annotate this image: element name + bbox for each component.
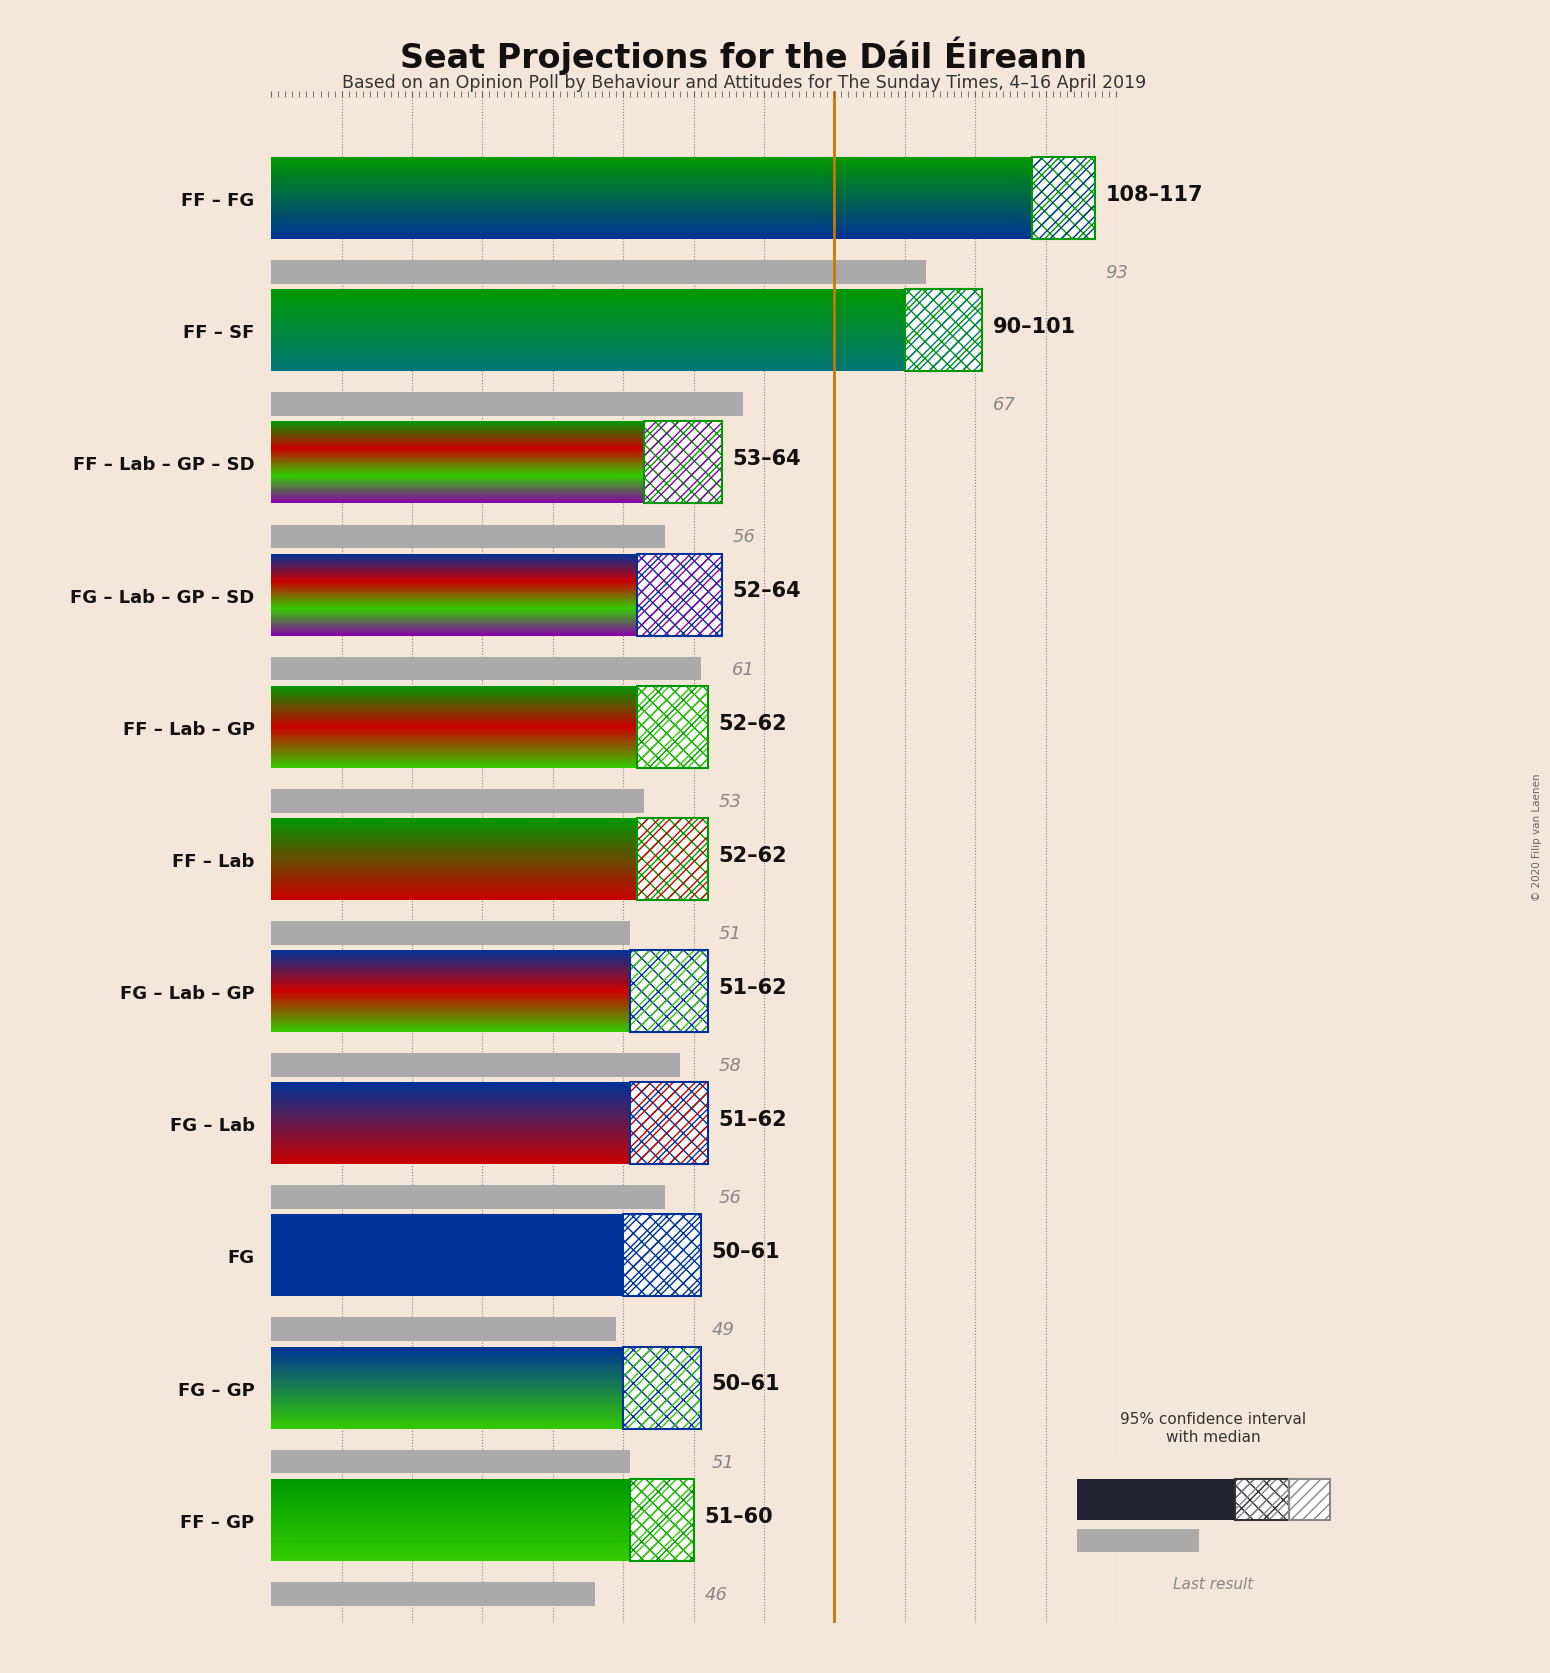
Text: Based on an Opinion Poll by Behaviour and Attitudes for The Sunday Times, 4–16 A: Based on an Opinion Poll by Behaviour an… [343, 74, 1145, 92]
Bar [905, 289, 983, 371]
Bar [645, 422, 722, 504]
Bar [271, 1186, 665, 1210]
Bar [1032, 157, 1094, 239]
Bar [637, 554, 722, 636]
Bar [645, 422, 722, 504]
Text: 52–62: 52–62 [718, 845, 787, 865]
Bar [637, 686, 708, 768]
Bar [631, 1082, 708, 1164]
Bar [637, 818, 708, 900]
Bar [631, 1479, 694, 1561]
Bar [905, 289, 983, 371]
Bar [645, 422, 722, 504]
Bar [637, 818, 708, 900]
Bar [637, 554, 722, 636]
Bar [1288, 1479, 1330, 1521]
Bar [637, 554, 722, 636]
Bar [637, 818, 708, 900]
Text: 108–117: 108–117 [1105, 186, 1203, 204]
Bar [271, 657, 701, 681]
Bar [1288, 1479, 1330, 1521]
Bar [623, 1347, 701, 1429]
Bar [905, 289, 983, 371]
Text: 50–61: 50–61 [711, 1241, 780, 1261]
Bar [631, 950, 708, 1032]
Bar [271, 922, 631, 945]
Bar [637, 554, 722, 636]
Text: 53: 53 [718, 793, 741, 810]
Bar [1234, 1479, 1288, 1521]
Text: 95% confidence interval
with median: 95% confidence interval with median [1119, 1412, 1307, 1444]
Text: 51: 51 [711, 1452, 735, 1471]
Bar [271, 1318, 617, 1342]
Bar [631, 1082, 708, 1164]
Bar [623, 1215, 701, 1297]
Bar [631, 950, 708, 1032]
Text: 52–64: 52–64 [732, 581, 801, 601]
Bar [1032, 157, 1094, 239]
Bar [623, 1347, 701, 1429]
Text: 56: 56 [732, 529, 755, 545]
Bar [623, 1215, 701, 1297]
Bar [645, 422, 722, 504]
Bar [271, 393, 742, 417]
Bar [631, 950, 708, 1032]
Text: 67: 67 [994, 397, 1015, 413]
Bar [1032, 157, 1094, 239]
Bar [631, 950, 708, 1032]
Bar [631, 1479, 694, 1561]
Bar [905, 289, 983, 371]
Bar [271, 525, 665, 549]
Text: 51–62: 51–62 [718, 1109, 787, 1129]
Text: © 2020 Filip van Laenen: © 2020 Filip van Laenen [1533, 773, 1542, 900]
Bar [1234, 1479, 1288, 1521]
Bar [271, 1450, 631, 1474]
Bar [637, 818, 708, 900]
Text: 56: 56 [718, 1188, 741, 1206]
Bar [271, 1054, 679, 1077]
Text: Seat Projections for the Dáil Éireann: Seat Projections for the Dáil Éireann [400, 37, 1088, 75]
Bar [637, 686, 708, 768]
Bar [631, 1082, 708, 1164]
Bar [1077, 1479, 1234, 1521]
Bar [623, 1347, 701, 1429]
Bar [623, 1215, 701, 1297]
Bar [271, 261, 925, 284]
Text: 49: 49 [711, 1320, 735, 1338]
Text: 46: 46 [704, 1584, 727, 1603]
Text: 51: 51 [718, 925, 741, 942]
Text: 90–101: 90–101 [994, 316, 1076, 336]
Text: 52–62: 52–62 [718, 713, 787, 733]
Bar [637, 686, 708, 768]
Text: 51–62: 51–62 [718, 977, 787, 997]
Text: 53–64: 53–64 [732, 448, 801, 468]
Bar [1032, 157, 1094, 239]
Text: 93: 93 [1105, 264, 1128, 283]
Bar [1077, 1529, 1200, 1553]
Bar [271, 1583, 595, 1606]
Bar [1234, 1479, 1288, 1521]
Bar [631, 1082, 708, 1164]
Bar [631, 1479, 694, 1561]
Bar [637, 686, 708, 768]
Text: 61: 61 [732, 661, 755, 678]
Bar [623, 1215, 701, 1297]
Text: 51–60: 51–60 [704, 1506, 773, 1526]
Bar [623, 1347, 701, 1429]
Text: Last result: Last result [1173, 1576, 1252, 1591]
Bar [631, 1479, 694, 1561]
Bar [271, 790, 645, 813]
Text: 58: 58 [718, 1056, 741, 1074]
Text: 50–61: 50–61 [711, 1374, 780, 1394]
